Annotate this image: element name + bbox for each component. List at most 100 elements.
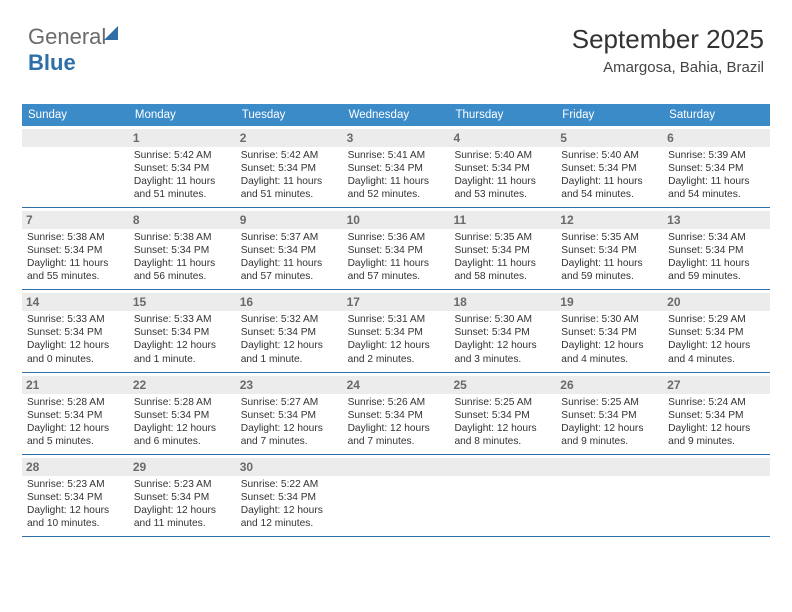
day-cell: 4 Sunrise: 5:40 AMSunset: 5:34 PMDaylight… — [449, 126, 556, 207]
day-number: 4 — [449, 129, 556, 147]
day-number: 17 — [343, 293, 450, 311]
day-text: Sunrise: 5:35 AMSunset: 5:34 PMDaylight:… — [454, 231, 551, 283]
location-label: Amargosa, Bahia, Brazil — [572, 59, 764, 76]
day-number: 8 — [129, 211, 236, 229]
day-number: 30 — [236, 458, 343, 476]
day-number — [556, 458, 663, 476]
weekday-label: Friday — [556, 104, 663, 126]
weekday-label: Monday — [129, 104, 236, 126]
day-text: Sunrise: 5:28 AMSunset: 5:34 PMDaylight:… — [134, 396, 231, 448]
day-cell: 14 Sunrise: 5:33 AMSunset: 5:34 PMDayligh… — [22, 290, 129, 371]
day-text: Sunrise: 5:35 AMSunset: 5:34 PMDaylight:… — [561, 231, 658, 283]
day-number: 1 — [129, 129, 236, 147]
day-cell: 8Sunrise: 5:38 AMSunset: 5:34 PMDaylight… — [129, 208, 236, 289]
day-number: 26 — [556, 376, 663, 394]
brand-logo: General Blue — [28, 24, 118, 76]
day-text: Sunrise: 5:34 AMSunset: 5:34 PMDaylight:… — [668, 231, 765, 283]
day-number — [22, 129, 129, 147]
day-text: Sunrise: 5:24 AMSunset: 5:34 PMDaylight:… — [668, 396, 765, 448]
day-number: 18 — [449, 293, 556, 311]
day-cell: 18 Sunrise: 5:30 AMSunset: 5:34 PMDayligh… — [449, 290, 556, 371]
day-cell: 6 Sunrise: 5:39 AMSunset: 5:34 PMDaylight… — [663, 126, 770, 207]
weekday-header: SundayMondayTuesdayWednesdayThursdayFrid… — [22, 104, 770, 126]
day-text: Sunrise: 5:27 AMSunset: 5:34 PMDaylight:… — [241, 396, 338, 448]
day-text: Sunrise: 5:28 AMSunset: 5:34 PMDaylight:… — [27, 396, 124, 448]
day-text: Sunrise: 5:31 AMSunset: 5:34 PMDaylight:… — [348, 313, 445, 365]
weekday-label: Sunday — [22, 104, 129, 126]
day-text: Sunrise: 5:22 AMSunset: 5:34 PMDaylight:… — [241, 478, 338, 530]
day-cell: 1 Sunrise: 5:42 AMSunset: 5:34 PMDaylight… — [129, 126, 236, 207]
day-number: 5 — [556, 129, 663, 147]
day-cell: 13 Sunrise: 5:34 AMSunset: 5:34 PMDayligh… — [663, 208, 770, 289]
day-text: Sunrise: 5:33 AMSunset: 5:34 PMDaylight:… — [134, 313, 231, 365]
day-text: Sunrise: 5:37 AMSunset: 5:34 PMDaylight:… — [241, 231, 338, 283]
day-text: Sunrise: 5:25 AMSunset: 5:34 PMDaylight:… — [561, 396, 658, 448]
day-number: 11 — [449, 211, 556, 229]
day-cell: 9 Sunrise: 5:37 AMSunset: 5:34 PMDaylight… — [236, 208, 343, 289]
weeks-container: 1 Sunrise: 5:42 AMSunset: 5:34 PMDaylight… — [22, 126, 770, 537]
day-text: Sunrise: 5:33 AMSunset: 5:34 PMDaylight:… — [27, 313, 124, 365]
day-cell: 20Sunrise: 5:29 AMSunset: 5:34 PMDayligh… — [663, 290, 770, 371]
day-number: 24 — [343, 376, 450, 394]
day-number — [343, 458, 450, 476]
day-number — [449, 458, 556, 476]
day-number — [663, 458, 770, 476]
day-cell — [449, 455, 556, 536]
weekday-label: Saturday — [663, 104, 770, 126]
day-cell: 10Sunrise: 5:36 AMSunset: 5:34 PMDayligh… — [343, 208, 450, 289]
day-cell: 16 Sunrise: 5:32 AMSunset: 5:34 PMDayligh… — [236, 290, 343, 371]
day-number: 29 — [129, 458, 236, 476]
weekday-label: Tuesday — [236, 104, 343, 126]
day-cell: 2Sunrise: 5:42 AMSunset: 5:34 PMDaylight… — [236, 126, 343, 207]
day-cell: 19 Sunrise: 5:30 AMSunset: 5:34 PMDayligh… — [556, 290, 663, 371]
day-cell: 24Sunrise: 5:26 AMSunset: 5:34 PMDayligh… — [343, 373, 450, 454]
day-text: Sunrise: 5:32 AMSunset: 5:34 PMDaylight:… — [241, 313, 338, 365]
day-text: Sunrise: 5:40 AMSunset: 5:34 PMDaylight:… — [561, 149, 658, 201]
week-row: 1 Sunrise: 5:42 AMSunset: 5:34 PMDaylight… — [22, 126, 770, 208]
day-number: 21 — [22, 376, 129, 394]
day-number: 14 — [22, 293, 129, 311]
day-text: Sunrise: 5:30 AMSunset: 5:34 PMDaylight:… — [454, 313, 551, 365]
day-cell: 12Sunrise: 5:35 AMSunset: 5:34 PMDayligh… — [556, 208, 663, 289]
day-cell: 27 Sunrise: 5:24 AMSunset: 5:34 PMDayligh… — [663, 373, 770, 454]
day-text: Sunrise: 5:23 AMSunset: 5:34 PMDaylight:… — [27, 478, 124, 530]
day-text: Sunrise: 5:29 AMSunset: 5:34 PMDaylight:… — [668, 313, 765, 365]
day-number: 15 — [129, 293, 236, 311]
day-text: Sunrise: 5:23 AMSunset: 5:34 PMDaylight:… — [134, 478, 231, 530]
brand-part1: General — [28, 24, 106, 49]
day-cell — [22, 126, 129, 207]
day-cell — [343, 455, 450, 536]
day-number: 28 — [22, 458, 129, 476]
day-text: Sunrise: 5:42 AMSunset: 5:34 PMDaylight:… — [134, 149, 231, 201]
brand-part2: Blue — [28, 50, 76, 75]
day-text: Sunrise: 5:41 AMSunset: 5:34 PMDaylight:… — [348, 149, 445, 201]
day-number: 9 — [236, 211, 343, 229]
day-number: 16 — [236, 293, 343, 311]
day-number: 13 — [663, 211, 770, 229]
day-text: Sunrise: 5:39 AMSunset: 5:34 PMDaylight:… — [668, 149, 765, 201]
day-number: 22 — [129, 376, 236, 394]
day-cell: 23 Sunrise: 5:27 AMSunset: 5:34 PMDayligh… — [236, 373, 343, 454]
day-cell: 28 Sunrise: 5:23 AMSunset: 5:34 PMDayligh… — [22, 455, 129, 536]
day-cell: 7 Sunrise: 5:38 AMSunset: 5:34 PMDaylight… — [22, 208, 129, 289]
day-cell: 29 Sunrise: 5:23 AMSunset: 5:34 PMDayligh… — [129, 455, 236, 536]
day-text: Sunrise: 5:30 AMSunset: 5:34 PMDaylight:… — [561, 313, 658, 365]
day-number: 7 — [22, 211, 129, 229]
day-cell: 26 Sunrise: 5:25 AMSunset: 5:34 PMDayligh… — [556, 373, 663, 454]
day-cell: 3 Sunrise: 5:41 AMSunset: 5:34 PMDaylight… — [343, 126, 450, 207]
day-number: 27 — [663, 376, 770, 394]
week-row: 21 Sunrise: 5:28 AMSunset: 5:34 PMDayligh… — [22, 373, 770, 455]
day-text: Sunrise: 5:40 AMSunset: 5:34 PMDaylight:… — [454, 149, 551, 201]
day-text: Sunrise: 5:38 AMSunset: 5:34 PMDaylight:… — [27, 231, 124, 283]
day-cell — [556, 455, 663, 536]
page-header: September 2025 Amargosa, Bahia, Brazil — [572, 24, 764, 76]
day-number: 23 — [236, 376, 343, 394]
day-cell: 5 Sunrise: 5:40 AMSunset: 5:34 PMDaylight… — [556, 126, 663, 207]
week-row: 7 Sunrise: 5:38 AMSunset: 5:34 PMDaylight… — [22, 208, 770, 290]
day-number: 3 — [343, 129, 450, 147]
day-number: 6 — [663, 129, 770, 147]
day-number: 19 — [556, 293, 663, 311]
week-row: 28 Sunrise: 5:23 AMSunset: 5:34 PMDayligh… — [22, 455, 770, 537]
day-cell: 17 Sunrise: 5:31 AMSunset: 5:34 PMDayligh… — [343, 290, 450, 371]
day-cell: 15 Sunrise: 5:33 AMSunset: 5:34 PMDayligh… — [129, 290, 236, 371]
